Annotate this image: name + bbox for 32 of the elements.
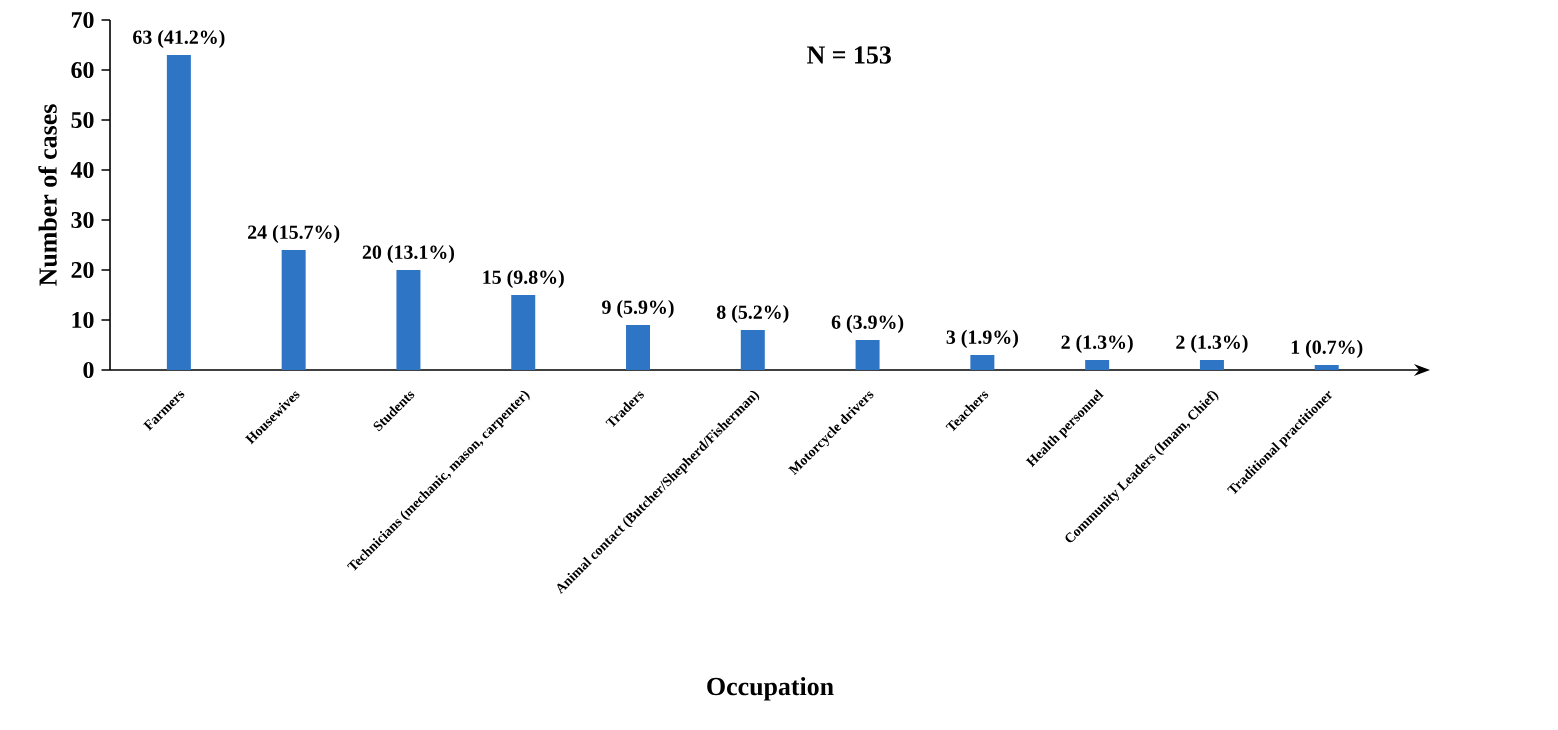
y-tick-label: 30 (71, 211, 94, 229)
bar (1199, 360, 1224, 370)
data-label: 3 (1.9%) (946, 329, 1018, 348)
y-tick-label: 60 (71, 61, 94, 79)
data-label: 1 (0.7%) (1291, 339, 1363, 358)
annotation: N = 153 (807, 46, 891, 64)
y-tick-label: 20 (71, 261, 94, 279)
y-tick-label: 10 (72, 311, 94, 329)
bar (1085, 360, 1110, 370)
data-label: 24 (15.7%) (248, 224, 340, 243)
bar (166, 55, 191, 370)
y-axis-title: Number of cases (38, 104, 57, 286)
bar (511, 295, 536, 370)
x-axis-title: Occupation (707, 677, 834, 701)
data-label: 6 (3.9%) (831, 314, 904, 333)
y-tick-label: 70 (71, 11, 94, 29)
bar (970, 355, 995, 370)
data-label: 2 (1.3%) (1061, 334, 1133, 353)
data-label: 2 (1.3%) (1176, 334, 1248, 353)
bar (396, 270, 421, 370)
data-label: 20 (13.1%) (362, 244, 455, 263)
data-label: 8 (5.2%) (716, 304, 789, 323)
data-label: 9 (5.9%) (602, 299, 674, 318)
bar (281, 250, 306, 370)
bar (740, 330, 765, 370)
y-tick-label: 40 (70, 161, 94, 179)
data-label: 63 (41.2%) (133, 29, 225, 48)
y-tick-label: 0 (83, 361, 94, 379)
data-label: 15 (9.8%) (483, 269, 564, 288)
bar (855, 340, 880, 370)
bar (626, 325, 651, 370)
y-tick-label: 50 (71, 111, 94, 129)
